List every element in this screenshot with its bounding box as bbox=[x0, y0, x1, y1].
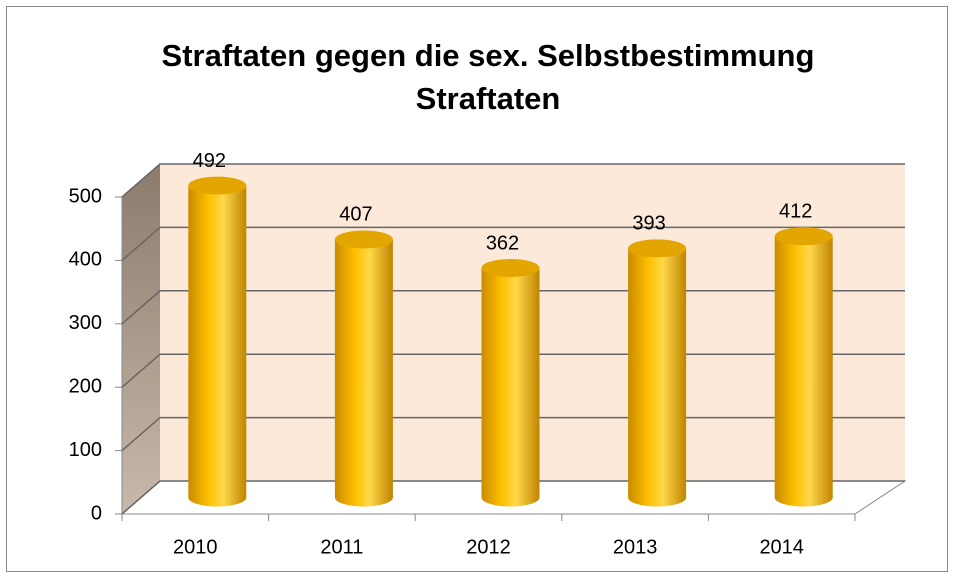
chart-title: Straftaten gegen die sex. Selbstbestimmu… bbox=[162, 38, 815, 73]
data-label: 412 bbox=[779, 201, 812, 223]
bar-part bbox=[334, 239, 393, 507]
y-tick-label: 300 bbox=[69, 312, 102, 334]
data-label: 362 bbox=[486, 232, 519, 254]
x-tick-label: 2013 bbox=[613, 536, 658, 558]
bar bbox=[774, 227, 833, 507]
y-tick-label: 100 bbox=[69, 439, 102, 461]
bar-part bbox=[188, 185, 247, 507]
plot-area: 0 100 200 300 400 500 2010 492 2011 407 2012 362 201… bbox=[69, 150, 907, 558]
y-tick-label: 200 bbox=[69, 375, 102, 397]
x-tick-label: 2012 bbox=[466, 536, 511, 558]
bar-part bbox=[334, 230, 393, 249]
bar-part bbox=[628, 239, 687, 258]
data-label: 393 bbox=[632, 213, 665, 235]
bar-part bbox=[188, 176, 247, 195]
grid-line bbox=[121, 163, 905, 198]
y-tick-label: 0 bbox=[91, 502, 102, 524]
data-label: 492 bbox=[193, 150, 226, 172]
y-tick-label: 400 bbox=[69, 249, 102, 271]
bar bbox=[188, 176, 247, 507]
bar bbox=[481, 258, 540, 507]
bar bbox=[334, 230, 393, 507]
side-wall bbox=[122, 164, 160, 514]
grid-line bbox=[121, 226, 905, 261]
x-tick-label: 2014 bbox=[759, 536, 804, 558]
bar-part bbox=[774, 227, 833, 246]
x-tick-label: 2010 bbox=[173, 536, 218, 558]
x-tick-label: 2011 bbox=[320, 536, 363, 558]
y-tick-label: 500 bbox=[69, 185, 102, 207]
chart-title: Straftaten bbox=[416, 81, 561, 116]
bar bbox=[628, 239, 687, 507]
bar-part bbox=[481, 267, 540, 507]
data-label: 407 bbox=[339, 204, 372, 226]
bar-part bbox=[774, 236, 833, 507]
bar-part bbox=[628, 248, 687, 507]
bar-part bbox=[481, 258, 540, 277]
